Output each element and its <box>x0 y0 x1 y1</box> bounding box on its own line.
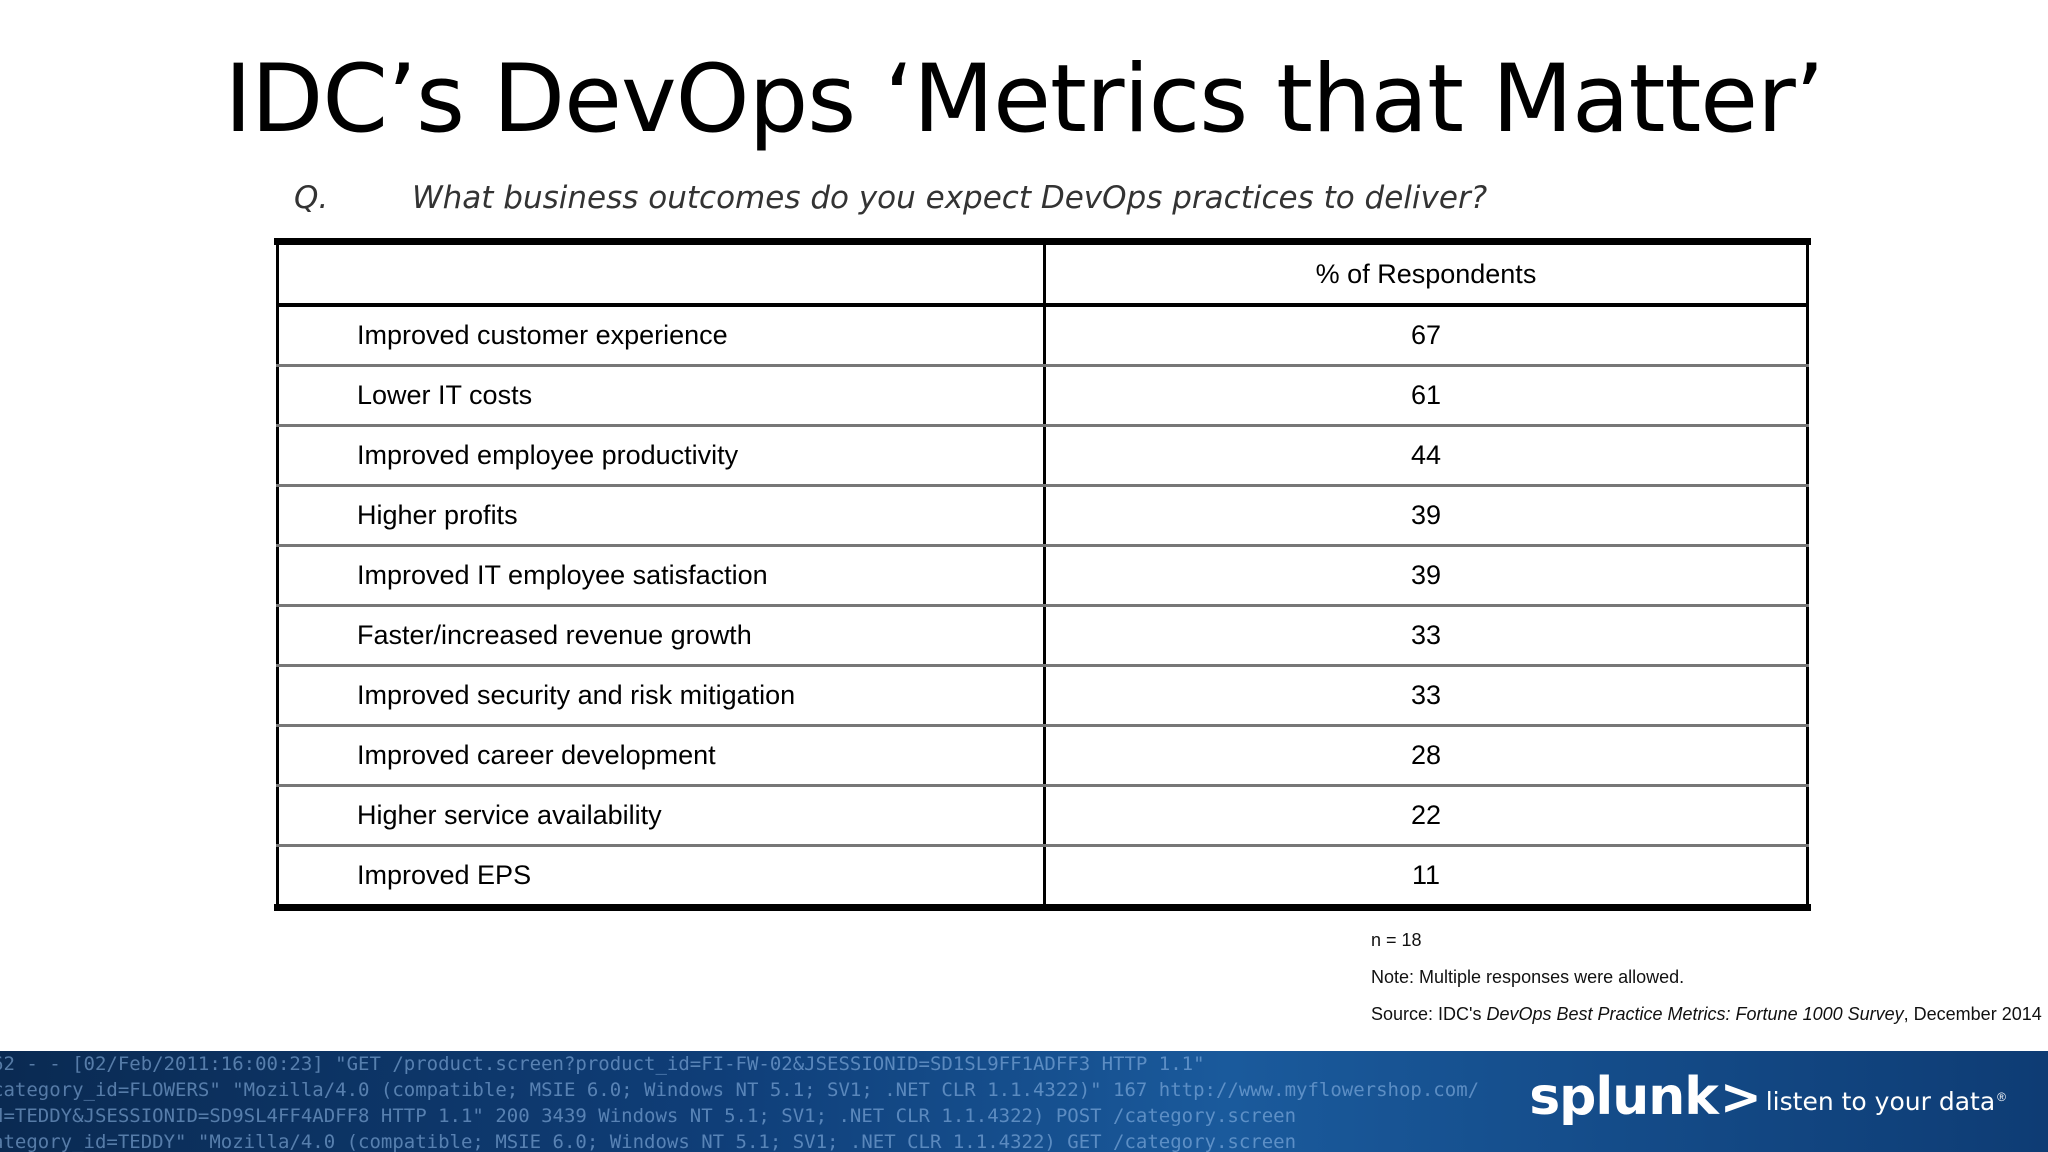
slide-title: IDC’s DevOps ‘Metrics that Matter’ <box>224 45 1824 154</box>
table-header-row: % of Respondents <box>276 245 1809 307</box>
row-label-cell: Improved security and risk mitigation <box>276 665 1046 727</box>
logo-wordmark: splunk <box>1529 1067 1719 1127</box>
row-label-cell: Improved employee productivity <box>276 425 1046 487</box>
footer-banner: 62 - - [02/Feb/2011:16:00:23] "GET /prod… <box>0 1051 2048 1152</box>
row-value: 61 <box>1043 365 1809 427</box>
row-label: Lower IT costs <box>357 380 533 410</box>
row-label-cell: Improved EPS <box>276 845 1046 904</box>
log-line: category_id=FLOWERS" "Mozilla/4.0 (compa… <box>0 1079 1480 1101</box>
row-label: Higher profits <box>357 500 518 530</box>
table-row: Improved security and risk mitigation 33 <box>276 665 1809 727</box>
source-citation: Source: IDC's DevOps Best Practice Metri… <box>1371 1004 2042 1024</box>
log-line: d=TEDDY&JSESSIONID=SD9SL4FF4ADFF8 HTTP 1… <box>0 1105 1297 1127</box>
row-label: Improved EPS <box>357 860 532 890</box>
splunk-logo: splunk > listen to your data ® <box>1529 1067 2006 1127</box>
row-label: Improved career development <box>357 740 716 770</box>
row-label: Faster/increased revenue growth <box>357 620 752 650</box>
table-row: Improved EPS 11 <box>276 845 1809 904</box>
row-value: 67 <box>1043 305 1809 367</box>
trademark-mark: ® <box>1997 1090 2006 1104</box>
row-label-cell: Faster/increased revenue growth <box>276 605 1046 667</box>
row-value: 33 <box>1043 605 1809 667</box>
responses-note: Note: Multiple responses were allowed. <box>1371 967 1685 987</box>
table-row: Improved customer experience 67 <box>276 305 1809 367</box>
table-row: Faster/increased revenue growth 33 <box>276 605 1809 667</box>
row-value: 44 <box>1043 425 1809 487</box>
question-label: Q. <box>294 180 329 216</box>
row-label-cell: Improved career development <box>276 725 1046 787</box>
chevron-right-icon: > <box>1719 1068 1762 1126</box>
table-row: Improved IT employee satisfaction 39 <box>276 545 1809 607</box>
log-text-background: 62 - - [02/Feb/2011:16:00:23] "GET /prod… <box>0 1051 1479 1152</box>
sample-size: n = 18 <box>1371 930 1422 950</box>
header-label-cell <box>276 245 1046 307</box>
row-label: Higher service availability <box>357 800 662 830</box>
row-label: Improved employee productivity <box>357 440 739 470</box>
survey-question: Q. What business outcomes do you expect D… <box>294 180 1487 216</box>
row-label: Improved IT employee satisfaction <box>357 560 768 590</box>
row-label-cell: Lower IT costs <box>276 365 1046 427</box>
row-label: Improved security and risk mitigation <box>357 680 796 710</box>
row-label: Improved customer experience <box>357 320 728 350</box>
log-line: 62 - - [02/Feb/2011:16:00:23] "GET /prod… <box>0 1053 1205 1075</box>
row-value: 39 <box>1043 485 1809 547</box>
header-value-cell: % of Respondents <box>1043 245 1809 307</box>
logo-tagline: listen to your data <box>1765 1086 1996 1116</box>
row-label-cell: Higher profits <box>276 485 1046 547</box>
row-label-cell: Improved IT employee satisfaction <box>276 545 1046 607</box>
row-value: 22 <box>1043 785 1809 847</box>
table-notes: n = 18 Note: Multiple responses were all… <box>1371 930 2042 1041</box>
table-row: Improved career development 28 <box>276 725 1809 787</box>
table-row: Higher service availability 22 <box>276 785 1809 847</box>
row-value: 28 <box>1043 725 1809 787</box>
row-value: 33 <box>1043 665 1809 727</box>
question-text: What business outcomes do you expect Dev… <box>412 180 1488 216</box>
row-value: 39 <box>1043 545 1809 607</box>
results-table: % of Respondents Improved customer exper… <box>276 245 1809 904</box>
row-label-cell: Improved customer experience <box>276 305 1046 367</box>
table-row: Higher profits 39 <box>276 485 1809 547</box>
source-suffix: , December 2014 <box>1903 1004 2042 1024</box>
log-line: ategory_id=TEDDY" "Mozilla/4.0 (compatib… <box>0 1131 1297 1152</box>
row-value: 11 <box>1043 845 1809 904</box>
row-label-cell: Higher service availability <box>276 785 1046 847</box>
table-row: Lower IT costs 61 <box>276 365 1809 427</box>
source-prefix: Source: IDC's <box>1371 1004 1487 1024</box>
table-row: Improved employee productivity 44 <box>276 425 1809 487</box>
source-title: DevOps Best Practice Metrics: Fortune 10… <box>1486 1004 1904 1024</box>
results-table-frame: % of Respondents Improved customer exper… <box>274 238 1811 911</box>
